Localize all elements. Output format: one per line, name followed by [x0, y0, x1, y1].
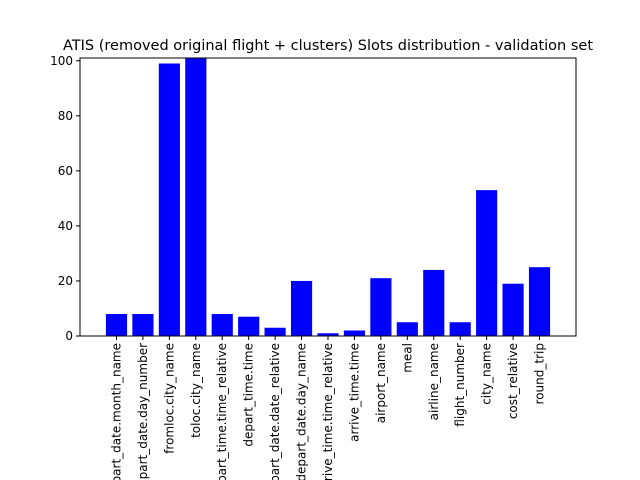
bar-toloc-city-name: [185, 58, 207, 336]
x-tick-label: depart_time.time_relative: [215, 343, 229, 480]
x-tick-label: airport_name: [374, 343, 388, 423]
y-tick-label: 20: [58, 274, 73, 288]
x-tick-label: arrive_time.time: [347, 343, 361, 442]
x-tick-label: depart_date.day_number: [136, 343, 150, 480]
y-tick-label: 0: [65, 329, 73, 343]
x-tick-label: round_trip: [533, 343, 547, 404]
bar-round-trip: [528, 267, 551, 336]
x-tick-label: arrive_time.time_relative: [321, 343, 335, 480]
bar-depart-time-time-relative: [211, 313, 233, 336]
bar-fromloc-city-name: [158, 63, 180, 337]
y-tick-label: 60: [58, 164, 73, 178]
bar-airport-name: [370, 278, 392, 336]
y-tick-label: 100: [50, 54, 73, 68]
plot-frame: [79, 57, 577, 337]
bar-arrive-time-time-relative: [317, 333, 339, 336]
bar-depart-date-day-number: [132, 313, 154, 336]
bar-arrive-time-time: [343, 330, 366, 336]
y-tick-label: 80: [58, 109, 73, 123]
bar-depart-date-day-name: [290, 280, 313, 336]
bar-meal: [396, 322, 418, 336]
x-tick-label: depart_time.time: [242, 343, 256, 447]
bar-depart-time-time: [238, 316, 260, 336]
x-tick-label: city_name: [480, 343, 494, 405]
x-tick-label: depart_date.date_relative: [268, 343, 282, 480]
x-tick-label: fromloc.city_name: [162, 343, 176, 454]
x-tick-label: airline_name: [427, 343, 441, 420]
x-tick-label: meal: [400, 343, 414, 373]
x-tick-label: depart_date.day_name: [295, 343, 309, 480]
x-tick-label: cost_relative: [506, 343, 520, 419]
x-tick-label: depart_date.month_name: [109, 343, 123, 480]
chart-title: ATIS (removed original flight + clusters…: [63, 38, 593, 54]
bar-airline-name: [423, 269, 445, 336]
bar-city-name: [476, 190, 498, 336]
bar-depart-date-month-name: [105, 313, 128, 336]
x-tick-label: toloc.city_name: [189, 343, 203, 438]
bar-cost-relative: [502, 283, 524, 336]
y-tick-label: 40: [58, 219, 73, 233]
x-tick-label: flight_number: [453, 343, 467, 427]
bar-flight-number: [449, 322, 471, 336]
bar-depart-date-date-relative: [264, 327, 286, 336]
